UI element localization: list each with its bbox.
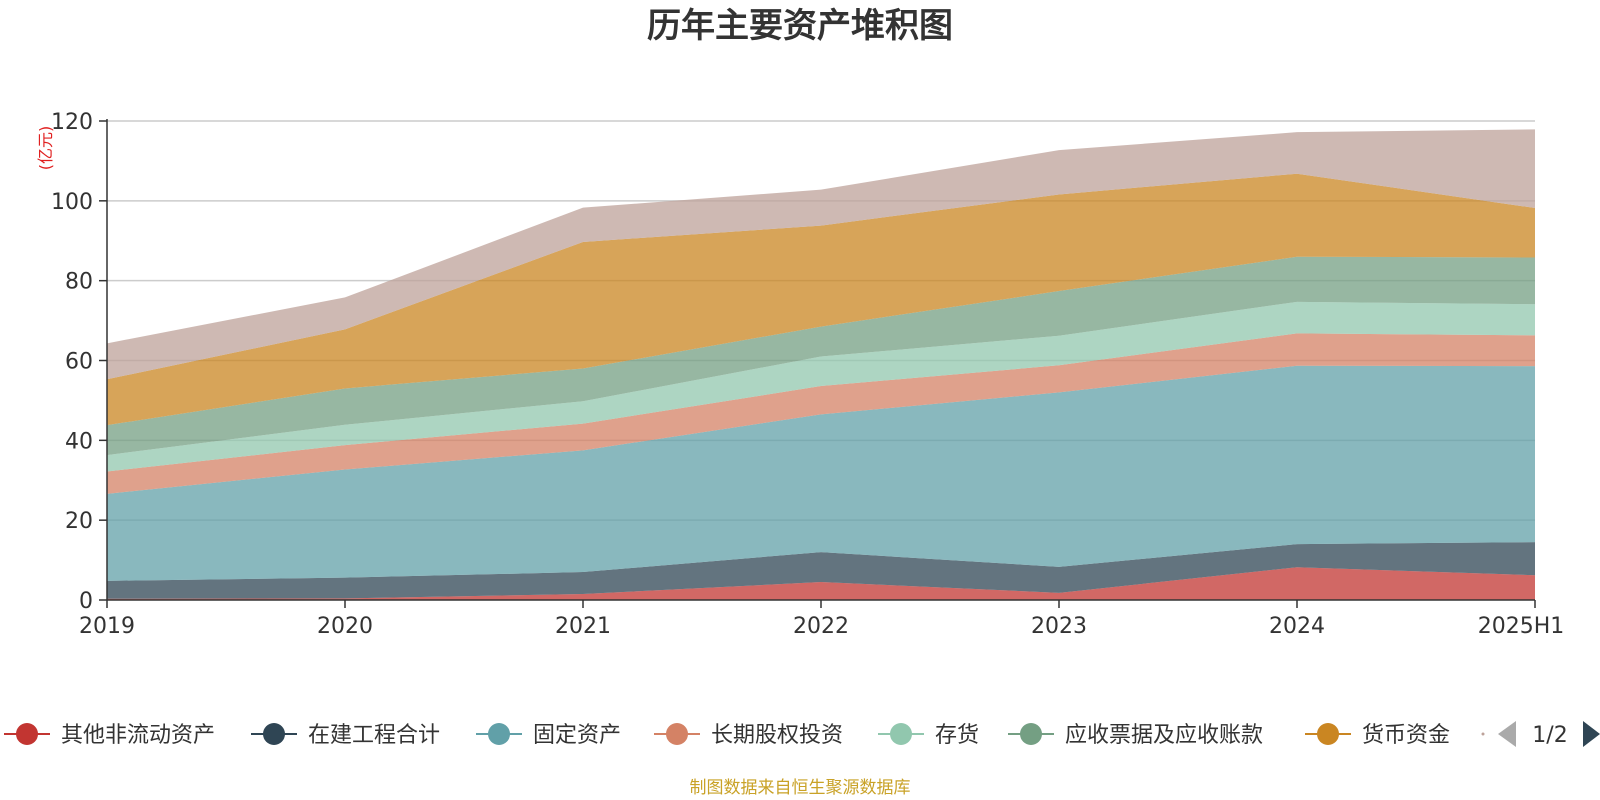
- legend-dot-icon: [666, 723, 688, 745]
- legend-pager: 1/2: [1498, 721, 1600, 748]
- area-series-2: [107, 365, 1535, 581]
- legend: 其他非流动资产 在建工程合计 固定资产 长期股权投资 存货 应收票据及应收账款 货币资金: [4, 723, 1485, 748]
- legend-dot-icon: [488, 723, 510, 745]
- area-series-5: [107, 256, 1535, 456]
- legend-label: 存货: [935, 723, 979, 748]
- legend-label: 货币资金: [1362, 723, 1450, 748]
- chart-title: 历年主要资产堆积图: [647, 6, 953, 46]
- area-series-3: [107, 333, 1535, 494]
- y-tick-label: 20: [65, 509, 93, 534]
- x-tick-label: 2022: [793, 614, 849, 639]
- legend-label: 固定资产: [533, 723, 621, 748]
- area-series: [107, 129, 1535, 600]
- legend-label: 应收票据及应收账款: [1065, 723, 1263, 748]
- y-axis-unit: (亿元): [36, 126, 55, 171]
- legend-dot-icon: [16, 723, 38, 745]
- data-source-note: 制图数据来自恒生聚源数据库: [690, 778, 911, 798]
- y-tick-label: 60: [65, 350, 93, 375]
- legend-item[interactable]: 应收票据及应收账款: [1008, 723, 1263, 748]
- legend-dot-icon: [1317, 723, 1339, 745]
- legend-dot-icon: [890, 723, 912, 745]
- area-series-6: [107, 173, 1535, 426]
- x-tick-label: 2023: [1031, 614, 1087, 639]
- y-tick-label: 100: [51, 190, 93, 215]
- legend-dot-icon: [263, 723, 285, 745]
- legend-item[interactable]: 长期股权投资: [654, 723, 843, 748]
- legend-label: 在建工程合计: [308, 723, 440, 748]
- legend-page-indicator: 1/2: [1532, 723, 1567, 748]
- x-tick-label: 2021: [555, 614, 611, 639]
- legend-item[interactable]: 在建工程合计: [251, 723, 440, 748]
- x-tick-label: 2025H1: [1478, 614, 1565, 639]
- area-series-1: [107, 542, 1535, 599]
- x-tick-label: 2024: [1269, 614, 1325, 639]
- legend-item[interactable]: 固定资产: [476, 723, 621, 748]
- legend-label: 长期股权投资: [711, 723, 843, 748]
- legend-dot-icon: [1020, 723, 1042, 745]
- y-tick-label: 80: [65, 270, 93, 295]
- legend-label: 其他非流动资产: [61, 723, 215, 748]
- x-tick-label: 2020: [317, 614, 373, 639]
- legend-item[interactable]: 存货: [878, 723, 979, 748]
- area-series-7: [107, 129, 1535, 380]
- legend-item[interactable]: 其他非流动资产: [4, 723, 215, 748]
- y-tick-label: 120: [51, 110, 93, 135]
- legend-overflow-dot-icon: [1481, 732, 1485, 736]
- axes: 0 20 40 60 80 100 120 2019 2020 2021 2022 2023 2024 2…: [51, 110, 1564, 639]
- legend-item[interactable]: 货币资金: [1305, 723, 1450, 748]
- area-series-0: [107, 567, 1535, 600]
- x-tick-label: 2019: [79, 614, 135, 639]
- legend-next-icon[interactable]: [1583, 721, 1600, 747]
- legend-prev-icon[interactable]: [1498, 721, 1516, 747]
- y-tick-label: 40: [65, 429, 93, 454]
- y-tick-label: 0: [79, 589, 93, 614]
- area-series-4: [107, 301, 1535, 472]
